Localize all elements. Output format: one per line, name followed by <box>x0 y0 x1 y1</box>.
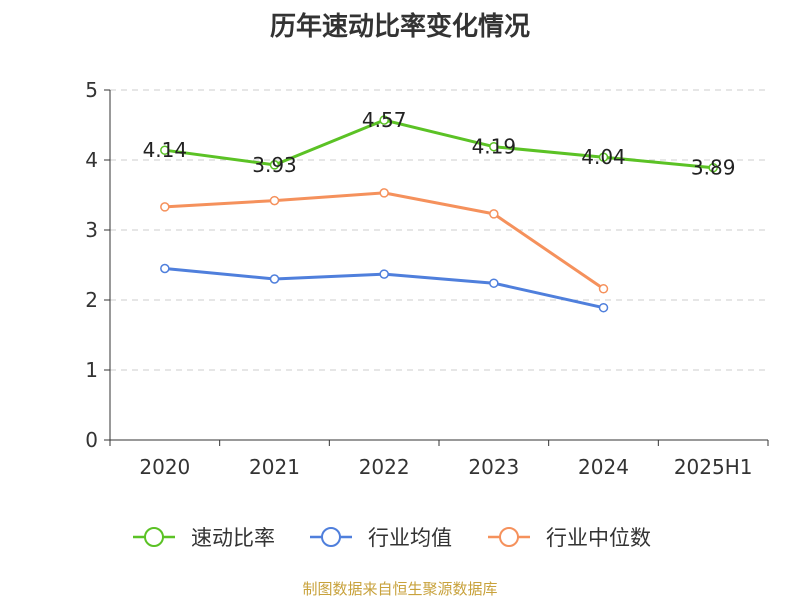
data-label: 4.04 <box>581 145 626 169</box>
x-tick-label: 2022 <box>359 455 410 479</box>
data-point[interactable] <box>489 278 499 288</box>
series-lines <box>160 115 718 313</box>
data-label: 3.93 <box>252 153 297 177</box>
y-tick-label: 2 <box>85 288 98 312</box>
legend-item[interactable]: 行业中位数 <box>488 526 651 550</box>
data-point[interactable] <box>379 188 389 198</box>
x-tick-label: 2023 <box>468 455 519 479</box>
legend-label: 速动比率 <box>191 526 275 550</box>
y-tick-label: 5 <box>85 78 98 102</box>
data-point[interactable] <box>708 162 718 173</box>
x-tick-label: 2020 <box>139 455 190 479</box>
data-label: 4.57 <box>362 108 407 132</box>
data-point[interactable] <box>160 145 170 155</box>
data-label: 3.89 <box>691 156 736 180</box>
data-point[interactable] <box>598 284 609 294</box>
legend-label: 行业中位数 <box>546 526 651 550</box>
data-point[interactable] <box>269 195 280 206</box>
legend-marker <box>144 527 164 547</box>
x-tick-label: 2024 <box>578 455 629 479</box>
data-point[interactable] <box>269 160 280 170</box>
data-point[interactable] <box>160 202 170 212</box>
data-point[interactable] <box>160 263 170 274</box>
data-labels: 4.14 3.93 4.57 4.19 4.04 3.89 <box>143 108 736 180</box>
data-point[interactable] <box>598 302 609 313</box>
legend-marker <box>321 527 341 547</box>
x-tick-label: 2025H1 <box>674 455 753 479</box>
data-point[interactable] <box>269 274 280 284</box>
axes: 0 1 2 3 4 5 2020 2021 2022 2023 2024 2025H1 <box>85 78 769 479</box>
y-tick-label: 1 <box>85 358 98 382</box>
data-point[interactable] <box>598 152 609 162</box>
x-tick-label: 2021 <box>249 455 300 479</box>
y-tick-label: 0 <box>85 428 98 452</box>
data-label: 4.14 <box>143 138 188 162</box>
legend-item[interactable]: 行业均值 <box>310 526 452 550</box>
legend[interactable]: 速动比率 行业均值 行业中位数 <box>133 526 651 550</box>
data-point[interactable] <box>489 209 499 219</box>
legend-item[interactable]: 速动比率 <box>133 526 275 550</box>
series-line <box>164 118 714 170</box>
data-point[interactable] <box>379 115 389 125</box>
y-tick-label: 3 <box>85 218 98 242</box>
legend-label: 行业均值 <box>368 526 452 550</box>
legend-marker <box>499 527 519 547</box>
data-point[interactable] <box>379 269 389 279</box>
y-tick-label: 4 <box>85 148 98 172</box>
data-point[interactable] <box>489 141 499 152</box>
source-note: 制图数据来自恒生聚源数据库 <box>302 580 498 598</box>
chart-title: 历年速动比率变化情况 <box>269 12 530 42</box>
data-label: 4.19 <box>472 135 517 159</box>
